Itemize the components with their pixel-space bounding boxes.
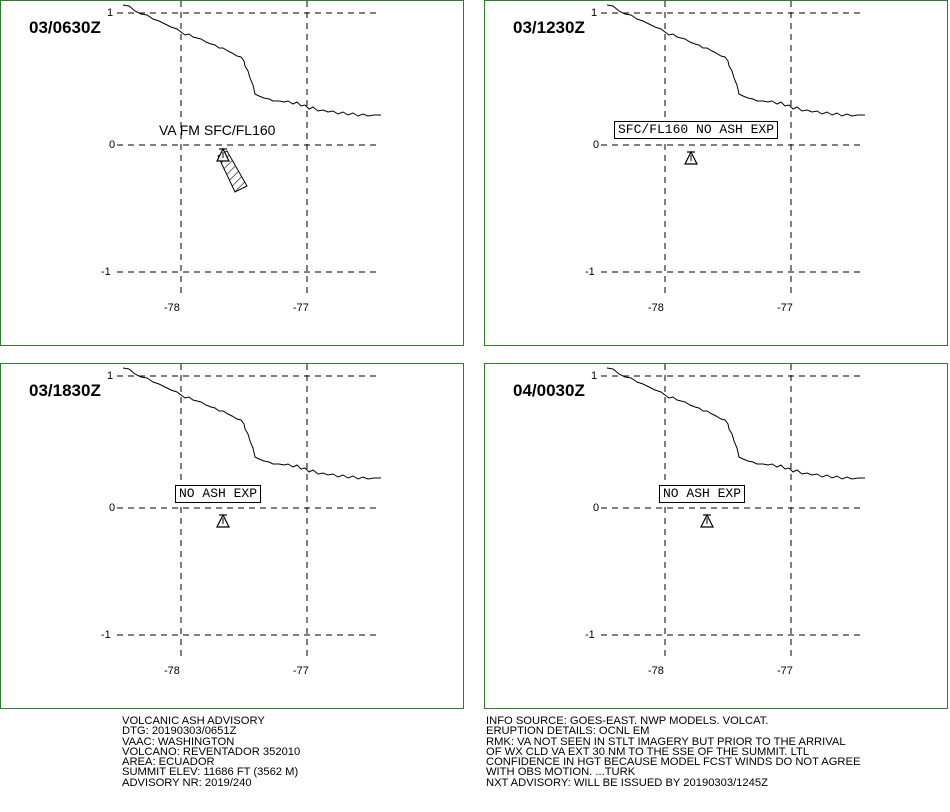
tick-lat-mid: 0 — [593, 502, 600, 514]
tick-lon-right: -77 — [293, 665, 309, 677]
tick-lon-left: -78 — [648, 665, 664, 677]
tick-lat-bottom: -1 — [585, 629, 595, 641]
tick-lat-top: 1 — [591, 7, 598, 19]
ash-label: NO ASH EXP — [175, 485, 262, 503]
tick-lon-right: -77 — [293, 302, 309, 314]
advisory-text-left: VOLCANIC ASH ADVISORY DTG: 20190303/0651Z… — [122, 715, 301, 789]
tick-lon-left: -78 — [648, 302, 664, 314]
advisory-text-right: INFO SOURCE: GOES-EAST. NWP MODELS. VOLC… — [486, 715, 861, 789]
volcano-triangle-icon — [216, 513, 230, 528]
advisory-line: VOLCANO: REVENTADOR 352010 — [122, 745, 301, 758]
tick-lat-top: 1 — [107, 370, 114, 382]
advisory-line: DTG: 20190303/0651Z — [122, 725, 237, 738]
map-canvas — [117, 1, 381, 293]
advisory-line: WITH OBS MOTION. ...TURK — [486, 766, 636, 779]
forecast-panel-4: 04/0030Z 1 0 -1 -78 -77 NO ASH EXP — [484, 363, 948, 709]
coastline — [122, 367, 381, 480]
advisory-line: OF WX CLD VA EXT 30 NM TO THE SSE OF THE… — [486, 745, 810, 758]
tick-lat-mid: 0 — [593, 139, 600, 151]
tick-lon-left: -78 — [164, 302, 180, 314]
panel-valid-time: 03/1830Z — [29, 381, 101, 400]
advisory-line: ERUPTION DETAILS: OCNL EM — [486, 725, 650, 738]
tick-lon-right: -77 — [777, 302, 793, 314]
tick-lat-bottom: -1 — [585, 266, 595, 278]
advisory-line: CONFIDENCE IN HGT BECAUSE MODEL FCST WIN… — [486, 756, 861, 769]
advisory-line: ADVISORY NR: 2019/240 — [122, 776, 252, 789]
coastline — [606, 4, 865, 117]
tick-lat-top: 1 — [591, 370, 598, 382]
forecast-panel-3: 03/1830Z 1 0 -1 -78 -77 NO ASH EXP — [0, 363, 464, 709]
tick-lat-mid: 0 — [109, 502, 116, 514]
advisory-line: AREA: ECUADOR — [122, 756, 215, 769]
tick-lon-right: -77 — [777, 665, 793, 677]
coastline — [606, 367, 865, 480]
tick-lat-top: 1 — [107, 7, 114, 19]
tick-lon-left: -78 — [164, 665, 180, 677]
ash-label: SFC/FL160 NO ASH EXP — [614, 121, 779, 139]
advisory-line: SUMMIT ELEV: 11686 FT (3562 M) — [122, 766, 299, 779]
forecast-panel-1: 03/0630Z 1 0 -1 -78 -77 VA FM SFC/FL160 — [0, 0, 464, 346]
forecast-panel-2: 03/1230Z 1 0 -1 -78 -77 SFC/FL160 NO ASH… — [484, 0, 948, 346]
panel-valid-time: 04/0030Z — [513, 381, 585, 400]
advisory-line: NXT ADVISORY: WILL BE ISSUED BY 20190303… — [486, 776, 768, 789]
panel-valid-time: 03/0630Z — [29, 18, 101, 37]
volcano-triangle-icon — [700, 513, 714, 528]
tick-lat-mid: 0 — [109, 139, 116, 151]
advisory-line: VOLCANIC ASH ADVISORY — [122, 715, 265, 727]
tick-lat-bottom: -1 — [101, 266, 111, 278]
map-canvas — [601, 1, 865, 293]
tick-lat-bottom: -1 — [101, 629, 111, 641]
panel-valid-time: 03/1230Z — [513, 18, 585, 37]
advisory-line: VAAC: WASHINGTON — [122, 735, 235, 748]
volcano-triangle-icon — [684, 150, 698, 165]
advisory-line: RMK: VA NOT SEEN IN STLT IMAGERY BUT PRI… — [486, 735, 846, 748]
ash-label: VA FM SFC/FL160 — [159, 122, 276, 138]
volcano-triangle-icon — [216, 147, 230, 162]
ash-label: NO ASH EXP — [659, 485, 746, 503]
advisory-line: INFO SOURCE: GOES-EAST. NWP MODELS. VOLC… — [486, 715, 769, 727]
map-canvas — [601, 364, 865, 656]
map-canvas — [117, 364, 381, 656]
coastline — [122, 4, 381, 117]
